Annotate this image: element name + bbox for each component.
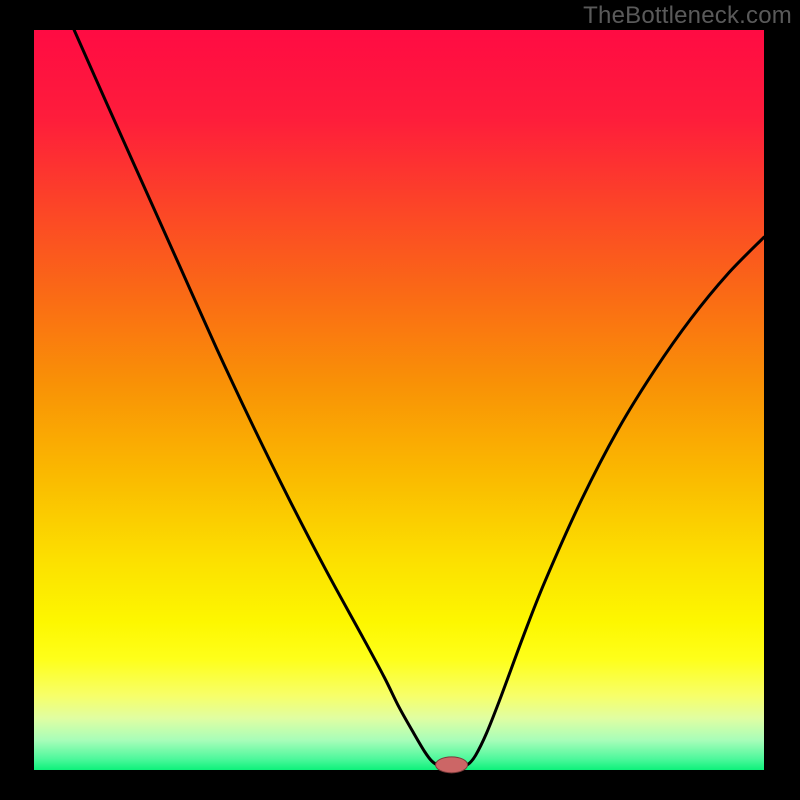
optimum-marker [436,757,468,773]
watermark-label: TheBottleneck.com [583,2,792,30]
plot-background [34,30,764,770]
bottleneck-chart [0,0,800,800]
